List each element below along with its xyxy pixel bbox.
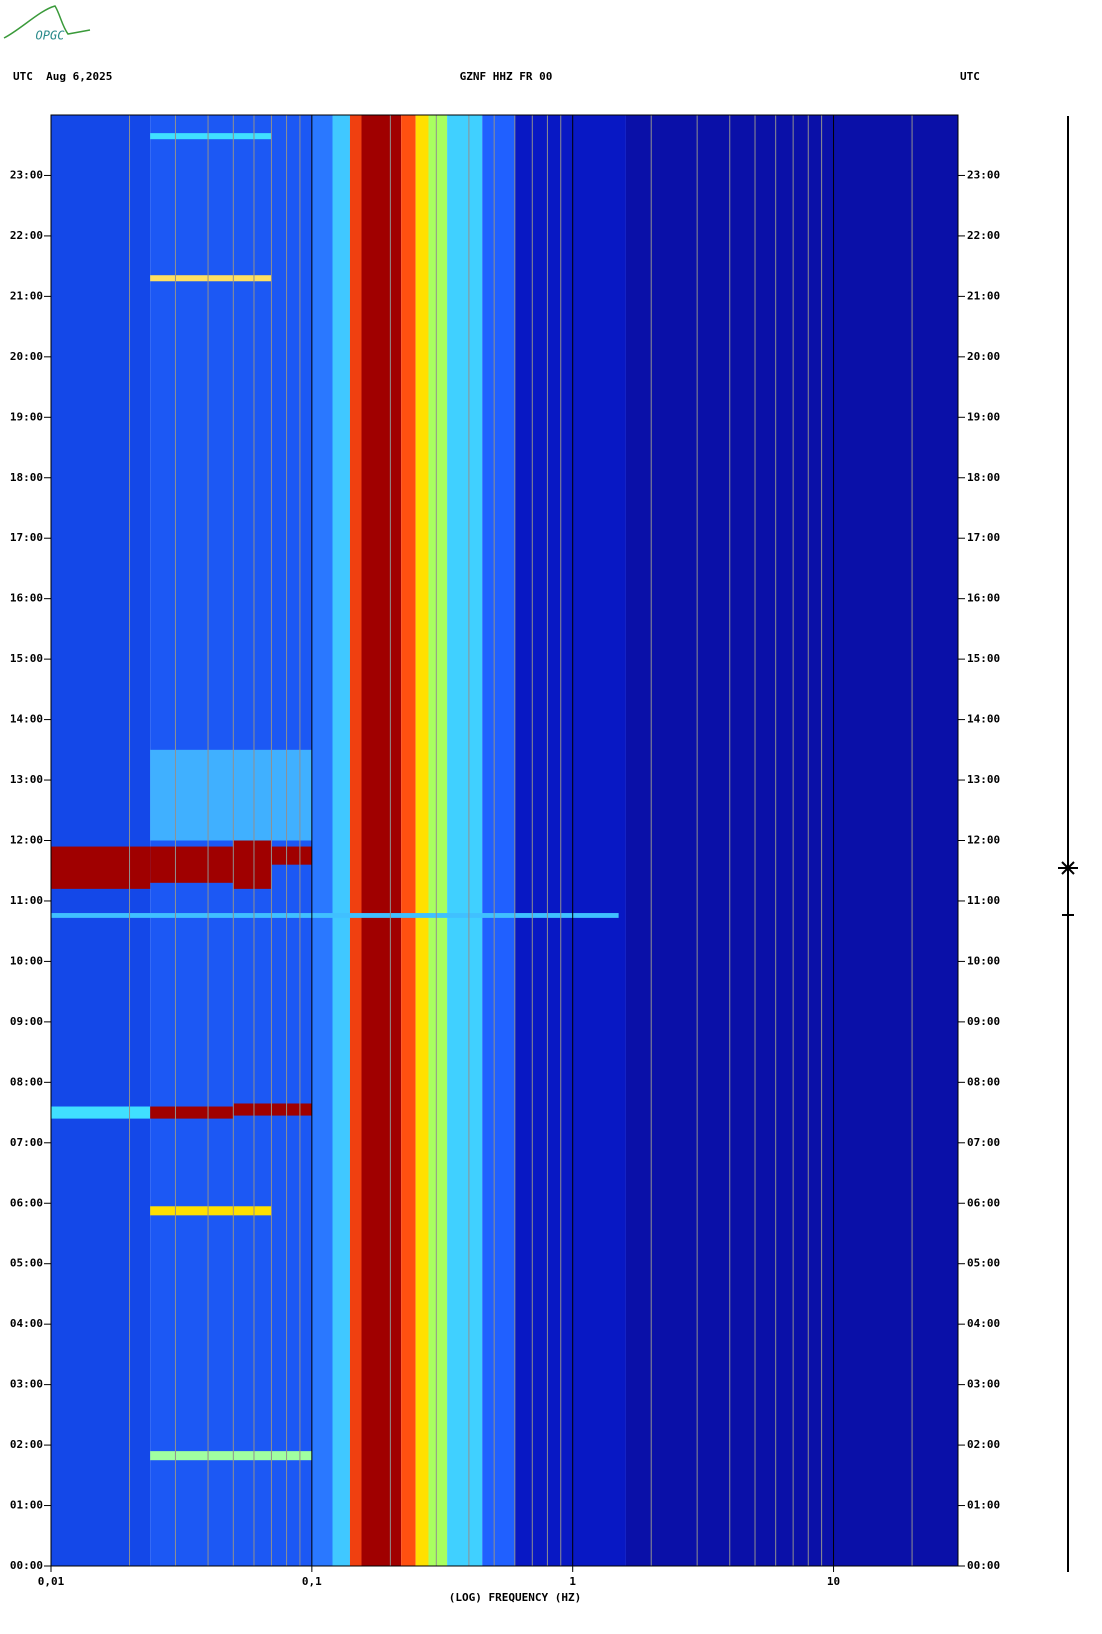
spectral-band	[514, 115, 626, 1566]
plot-frame	[50, 114, 959, 1567]
spectral-event	[233, 1103, 312, 1116]
y-tick-label-right: 09:00	[967, 1015, 1000, 1028]
y-tick-label-right: 22:00	[967, 229, 1000, 242]
y-tick-label-right: 04:00	[967, 1317, 1000, 1330]
y-tick-label-right: 19:00	[967, 410, 1000, 423]
spectral-event	[271, 846, 312, 865]
spectral-band	[415, 115, 429, 1566]
y-tick-label-right: 13:00	[967, 773, 1000, 786]
y-tick-label-right: 08:00	[967, 1075, 1000, 1088]
y-tick-label-right: 14:00	[967, 713, 1000, 726]
spectral-band	[332, 115, 350, 1566]
spectral-band	[482, 115, 515, 1566]
y-tick-label-left: 15:00	[10, 652, 43, 665]
y-tick-label-right: 06:00	[967, 1196, 1000, 1209]
spectral-event	[150, 1206, 272, 1216]
x-tick-label: 10	[827, 1575, 840, 1588]
y-tick-label-left: 12:00	[10, 834, 43, 847]
y-tick-label-right: 15:00	[967, 652, 1000, 665]
spectral-event	[150, 133, 272, 140]
y-tick-label-left: 20:00	[10, 350, 43, 363]
y-tick-label-right: 03:00	[967, 1378, 1000, 1391]
y-tick-label-left: 03:00	[10, 1378, 43, 1391]
y-tick-label-right: 17:00	[967, 531, 1000, 544]
spectral-band	[361, 115, 402, 1566]
x-axis-label: (LOG) FREQUENCY (HZ)	[449, 1591, 581, 1604]
y-tick-label-left: 01:00	[10, 1499, 43, 1512]
y-tick-label-left: 09:00	[10, 1015, 43, 1028]
y-tick-label-left: 18:00	[10, 471, 43, 484]
y-tick-label-left: 08:00	[10, 1075, 43, 1088]
y-tick-label-right: 01:00	[967, 1499, 1000, 1512]
y-tick-label-right: 23:00	[967, 168, 1000, 181]
y-tick-label-left: 04:00	[10, 1317, 43, 1330]
spectral-band	[428, 115, 448, 1566]
spectral-event	[233, 840, 272, 889]
spectral-band	[311, 115, 333, 1566]
y-tick-label-right: 00:00	[967, 1559, 1000, 1572]
seismogram-burst	[1058, 861, 1078, 916]
y-tick-label-left: 07:00	[10, 1136, 43, 1149]
logo: OPGC	[36, 29, 66, 43]
y-tick-label-left: 02:00	[10, 1438, 43, 1451]
spectral-event	[150, 846, 234, 883]
y-tick-label-right: 05:00	[967, 1257, 1000, 1270]
spectral-event	[51, 1106, 151, 1119]
spectral-event	[51, 846, 151, 889]
y-tick-label-right: 02:00	[967, 1438, 1000, 1451]
y-tick-label-right: 11:00	[967, 894, 1000, 907]
y-tick-label-right: 10:00	[967, 954, 1000, 967]
y-tick-label-left: 06:00	[10, 1196, 43, 1209]
y-tick-label-left: 13:00	[10, 773, 43, 786]
y-tick-label-left: 17:00	[10, 531, 43, 544]
y-tick-label-left: 11:00	[10, 894, 43, 907]
y-tick-label-left: 16:00	[10, 592, 43, 605]
y-tick-label-left: 21:00	[10, 289, 43, 302]
spectral-event	[51, 913, 619, 918]
chart-title: GZNF HHZ FR 00	[460, 70, 553, 83]
y-tick-label-right: 18:00	[967, 471, 1000, 484]
spectral-band	[51, 115, 151, 1566]
x-tick-label: 0,1	[302, 1575, 322, 1588]
spectral-event	[150, 1451, 312, 1461]
y-tick-label-right: 12:00	[967, 834, 1000, 847]
x-tick-label: 0,01	[38, 1575, 65, 1588]
logo-mark	[3, 5, 91, 39]
y-tick-label-left: 23:00	[10, 168, 43, 181]
y-tick-label-left: 00:00	[10, 1559, 43, 1572]
y-tick-label-left: 22:00	[10, 229, 43, 242]
spectral-band	[349, 115, 362, 1566]
spectral-band	[401, 115, 416, 1566]
spectral-band	[447, 115, 483, 1566]
header-left: UTC Aug 6,2025	[13, 70, 112, 83]
spectral-band	[625, 115, 958, 1566]
spectral-event	[150, 749, 312, 841]
y-tick-label-left: 14:00	[10, 713, 43, 726]
header-right: UTC	[960, 70, 980, 83]
y-tick-label-right: 21:00	[967, 289, 1000, 302]
y-tick-label-left: 19:00	[10, 410, 43, 423]
y-tick-label-left: 10:00	[10, 954, 43, 967]
y-tick-label-right: 07:00	[967, 1136, 1000, 1149]
y-tick-label-left: 05:00	[10, 1257, 43, 1270]
spectral-event	[150, 1106, 234, 1119]
y-tick-label-right: 20:00	[967, 350, 1000, 363]
x-tick-label: 1	[569, 1575, 576, 1588]
y-tick-label-right: 16:00	[967, 592, 1000, 605]
spectral-event	[150, 275, 272, 282]
